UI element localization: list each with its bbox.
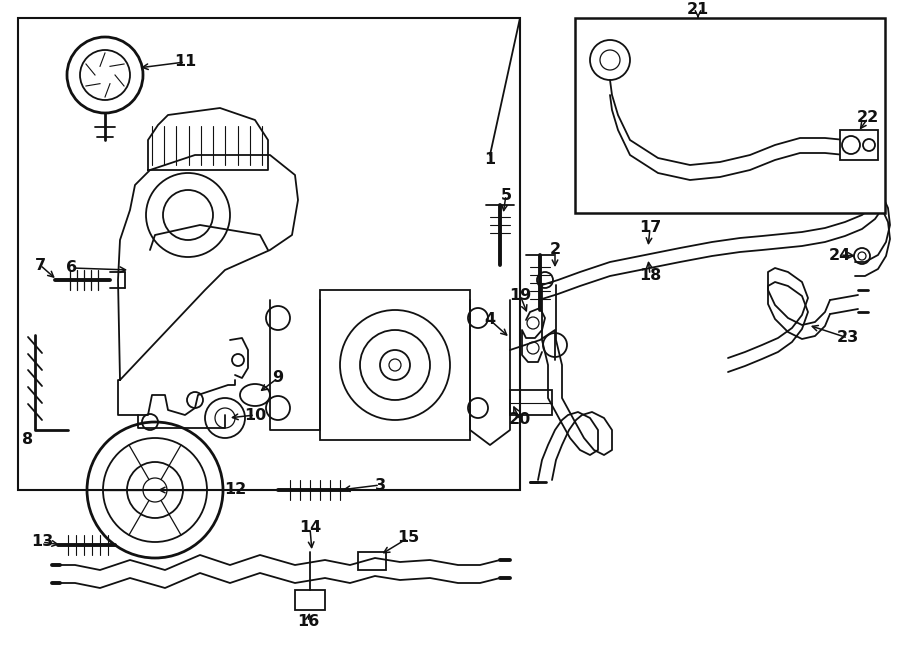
Bar (18, 18, 520, 490)
Text: 24: 24 (829, 247, 851, 262)
Text: 7: 7 (34, 258, 46, 272)
Text: 1: 1 (484, 153, 496, 167)
Text: 11: 11 (174, 54, 196, 69)
Text: 2: 2 (549, 243, 561, 258)
Text: 18: 18 (639, 268, 662, 282)
Bar (358, 552, 386, 570)
Text: 12: 12 (224, 483, 246, 498)
Text: 13: 13 (31, 535, 53, 549)
Bar (510, 390, 552, 415)
Bar (840, 130, 878, 160)
Bar (295, 590, 325, 610)
Text: 3: 3 (374, 477, 385, 492)
Text: 8: 8 (22, 432, 33, 447)
Text: 20: 20 (508, 412, 531, 428)
Text: 5: 5 (500, 188, 511, 202)
Text: 10: 10 (244, 407, 266, 422)
Text: 9: 9 (273, 371, 284, 385)
Text: 21: 21 (687, 3, 709, 17)
Bar (575, 18, 885, 213)
Text: 17: 17 (639, 221, 662, 235)
Text: 16: 16 (297, 615, 320, 629)
Text: 15: 15 (397, 531, 419, 545)
Text: 19: 19 (508, 288, 531, 303)
Text: 23: 23 (837, 330, 859, 346)
Bar (320, 290, 470, 440)
Text: 22: 22 (857, 110, 879, 126)
Text: 14: 14 (299, 520, 321, 535)
Text: 4: 4 (484, 313, 496, 327)
Text: 6: 6 (67, 260, 77, 276)
